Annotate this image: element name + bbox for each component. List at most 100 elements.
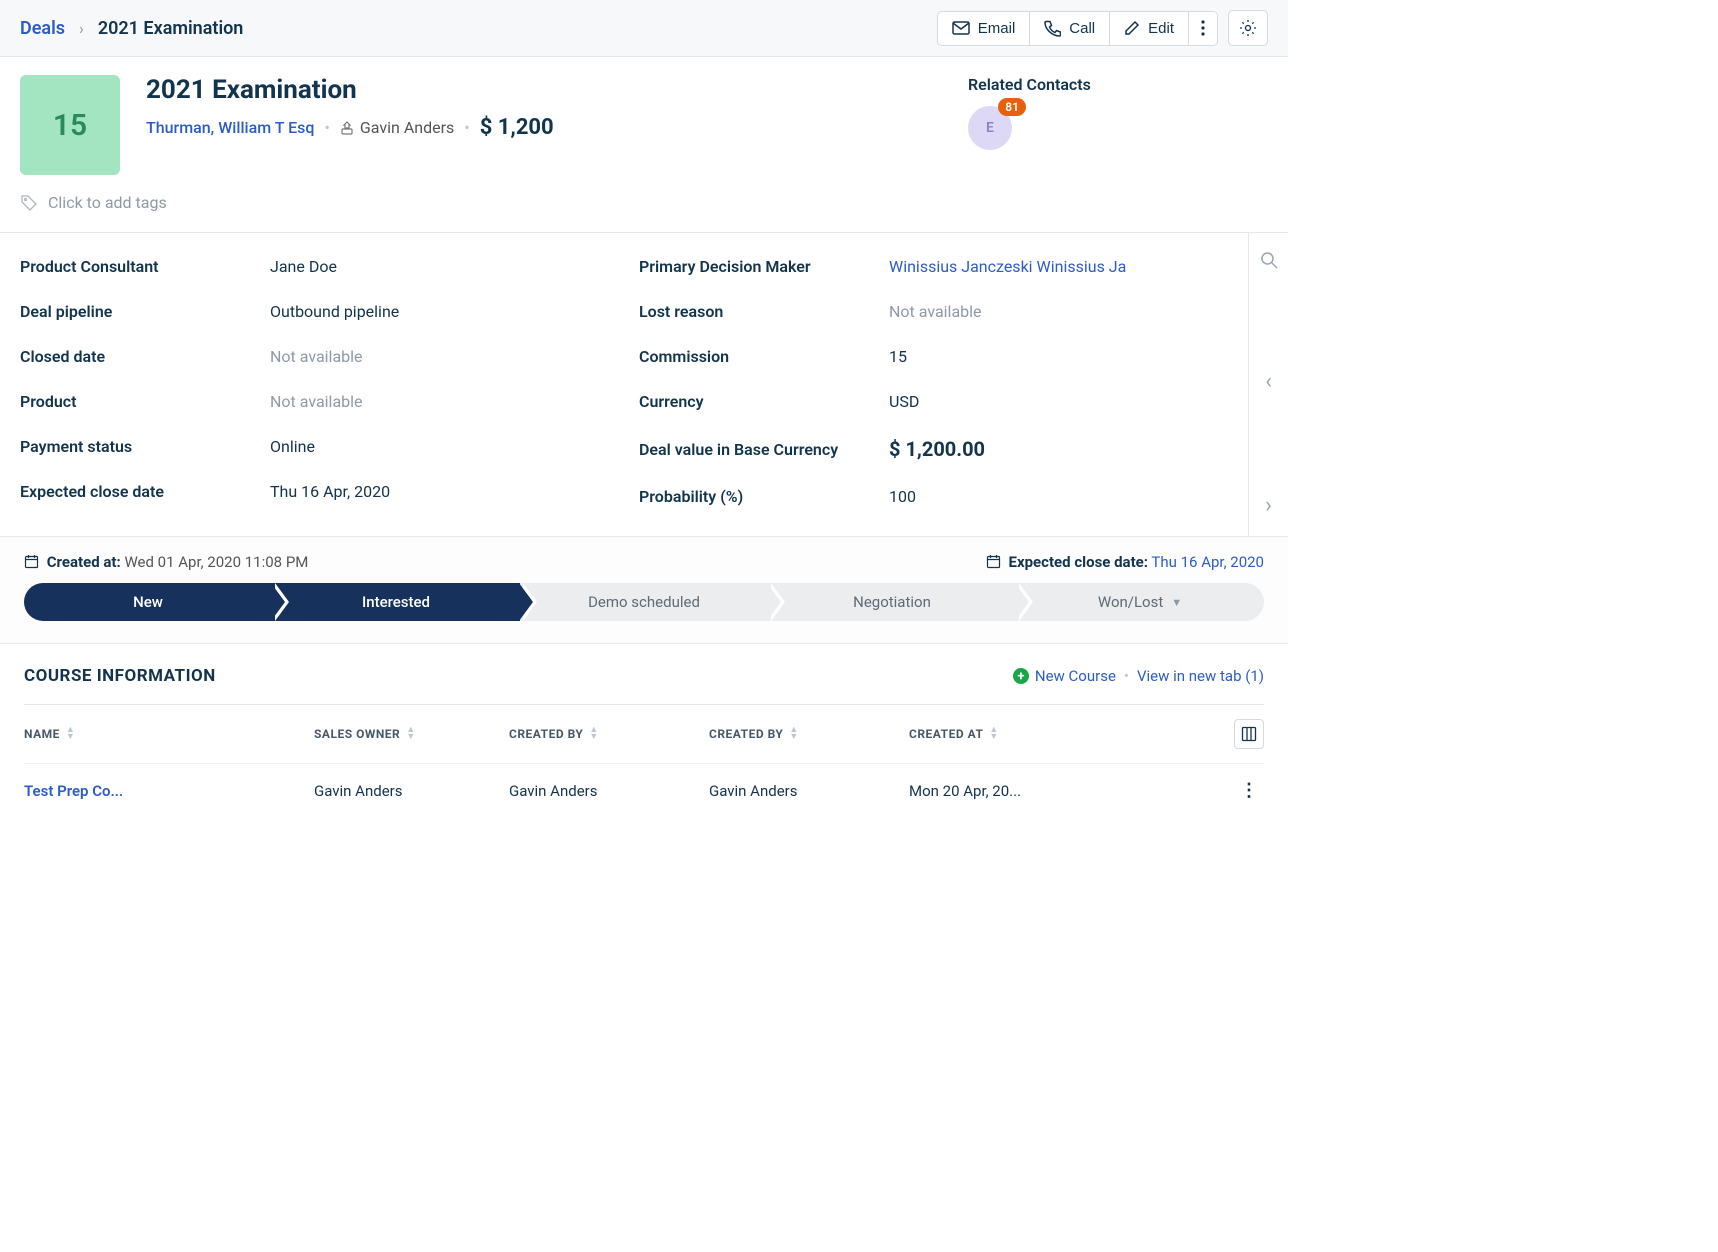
row-created-by-2: Gavin Anders — [709, 782, 909, 800]
field-label: Commission — [639, 347, 889, 366]
view-in-new-tab-link[interactable]: View in new tab (1) — [1137, 667, 1264, 685]
phone-icon — [1044, 20, 1061, 37]
sort-icon: ▲▼ — [589, 727, 598, 741]
email-button[interactable]: Email — [938, 12, 1031, 45]
th-name[interactable]: NAME▲▼ — [24, 727, 314, 741]
add-tags-placeholder[interactable]: Click to add tags — [48, 193, 167, 212]
stage-label: Demo scheduled — [588, 593, 700, 611]
field-value: USD — [889, 392, 919, 411]
field-label: Deal value in Base Currency — [639, 440, 889, 459]
field-label: Payment status — [20, 437, 270, 456]
field-value: Online — [270, 437, 315, 456]
chevron-right-icon[interactable]: › — [1265, 493, 1272, 518]
table-header: NAME▲▼ SALES OWNER▲▼ CREATED BY▲▼ CREATE… — [24, 704, 1264, 763]
mail-icon — [952, 21, 970, 35]
field-label: Probability (%) — [639, 487, 889, 506]
th-created-by-2[interactable]: CREATED BY▲▼ — [709, 727, 909, 741]
field-value: $ 1,200.00 — [889, 437, 985, 461]
deal-title: 2021 Examination — [146, 75, 942, 105]
field-label: Lost reason — [639, 302, 889, 321]
settings-button[interactable] — [1228, 10, 1268, 46]
tag-icon — [20, 194, 38, 212]
calendar-icon — [24, 554, 39, 569]
stage-demo[interactable]: Demo scheduled — [520, 583, 768, 621]
columns-button[interactable] — [1234, 719, 1264, 749]
deal-score: 15 — [20, 75, 120, 175]
deal-value: $ 1,200 — [480, 115, 554, 140]
field-value: Outbound pipeline — [270, 302, 399, 321]
stage-label: New — [133, 593, 163, 611]
th-created-at[interactable]: CREATED AT▲▼ — [909, 727, 1214, 741]
call-label: Call — [1069, 20, 1095, 37]
stage-negotiation[interactable]: Negotiation — [768, 583, 1016, 621]
field-value-link[interactable]: Winissius Janczeski Winissius Ja — [889, 257, 1126, 276]
field-value: 100 — [889, 487, 916, 506]
related-contact-avatar[interactable]: E 81 — [968, 106, 1012, 150]
field-value: Not available — [270, 392, 363, 411]
field-value: Not available — [270, 347, 363, 366]
new-course-button[interactable]: + New Course — [1013, 667, 1116, 685]
field-label: Product Consultant — [20, 257, 270, 276]
th-sales-owner[interactable]: SALES OWNER▲▼ — [314, 727, 509, 741]
edit-button[interactable]: Edit — [1110, 12, 1189, 45]
related-contacts-title: Related Contacts — [968, 75, 1268, 94]
separator-dot: • — [324, 118, 329, 137]
table-row: Test Prep Co... Gavin Anders Gavin Ander… — [24, 763, 1264, 817]
more-vertical-icon — [1201, 20, 1205, 36]
field-label: Currency — [639, 392, 889, 411]
stage-label: Interested — [362, 593, 430, 611]
sort-icon: ▲▼ — [406, 727, 415, 741]
row-created-by: Gavin Anders — [509, 782, 709, 800]
pipeline-stages: New Interested Demo scheduled Negotiatio… — [24, 583, 1264, 621]
field-value: Not available — [889, 302, 982, 321]
field-label: Deal pipeline — [20, 302, 270, 321]
expected-close-value[interactable]: Thu 16 Apr, 2020 — [1151, 553, 1264, 571]
field-value: 15 — [889, 347, 907, 366]
pencil-icon — [1124, 20, 1140, 36]
toolbar-actions: Email Call Edit — [937, 10, 1268, 46]
sort-icon: ▲▼ — [789, 727, 798, 741]
course-section-title: COURSE INFORMATION — [24, 666, 216, 686]
account-link[interactable]: Thurman, William T Esq — [146, 118, 314, 137]
search-icon[interactable] — [1260, 251, 1278, 269]
calendar-icon — [986, 554, 1001, 569]
new-course-label: New Course — [1035, 667, 1116, 685]
breadcrumb-root[interactable]: Deals — [20, 18, 65, 39]
field-label: Closed date — [20, 347, 270, 366]
columns-icon — [1241, 726, 1257, 742]
separator-dot: • — [464, 118, 469, 137]
row-name-link[interactable]: Test Prep Co... — [24, 782, 314, 800]
created-at-label: Created at: — [47, 553, 121, 571]
owner-name: Gavin Anders — [360, 118, 454, 137]
row-more-button[interactable]: ⋮ — [1234, 780, 1264, 801]
field-value: Thu 16 Apr, 2020 — [270, 482, 390, 501]
field-value: Jane Doe — [270, 257, 337, 276]
edit-label: Edit — [1148, 20, 1174, 37]
deal-owner: Gavin Anders — [340, 118, 454, 137]
stage-label: Won/Lost — [1098, 593, 1163, 611]
breadcrumb: Deals › 2021 Examination — [20, 18, 243, 39]
stage-label: Negotiation — [853, 593, 931, 611]
chevron-right-icon: › — [79, 19, 84, 38]
field-label: Expected close date — [20, 482, 270, 501]
row-sales-owner: Gavin Anders — [314, 782, 509, 800]
sort-icon: ▲▼ — [66, 727, 75, 741]
call-button[interactable]: Call — [1030, 12, 1110, 45]
details-left-column: Product ConsultantJane Doe Deal pipeline… — [20, 257, 609, 506]
gear-icon — [1239, 19, 1257, 37]
stage-interested[interactable]: Interested — [272, 583, 520, 621]
details-right-column: Primary Decision MakerWinissius Janczesk… — [639, 257, 1228, 506]
expected-close-label: Expected close date: — [1009, 553, 1148, 571]
th-created-by[interactable]: CREATED BY▲▼ — [509, 727, 709, 741]
chevron-left-icon[interactable]: ‹ — [1265, 369, 1272, 394]
stage-new[interactable]: New — [24, 583, 272, 621]
sort-icon: ▲▼ — [989, 727, 998, 741]
created-at-value: Wed 01 Apr, 2020 11:08 PM — [124, 553, 308, 571]
plus-icon: + — [1013, 668, 1029, 684]
chevron-down-icon: ▼ — [1171, 596, 1182, 609]
stage-wonlost[interactable]: Won/Lost ▼ — [1016, 583, 1264, 621]
email-label: Email — [978, 20, 1016, 37]
row-created-at: Mon 20 Apr, 20... — [909, 782, 1214, 800]
field-label: Primary Decision Maker — [639, 257, 889, 276]
more-button[interactable] — [1189, 12, 1217, 45]
